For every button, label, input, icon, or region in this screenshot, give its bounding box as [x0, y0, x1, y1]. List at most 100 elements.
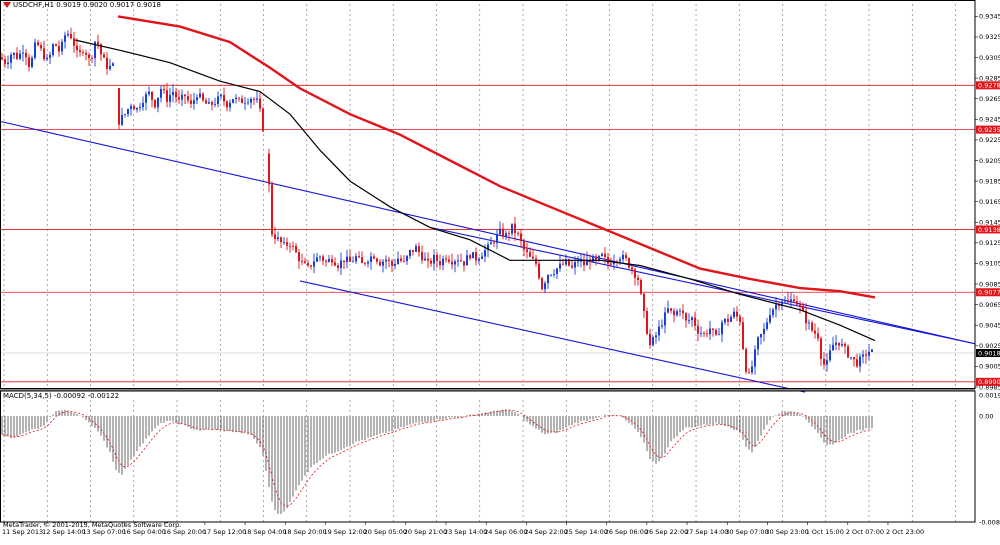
candle-body [616, 261, 618, 263]
candle-body [700, 333, 702, 335]
candle-body [376, 258, 378, 262]
candle-body [541, 278, 543, 290]
candle-body [583, 260, 585, 266]
candle-body [628, 258, 630, 268]
candle-body [607, 256, 609, 264]
candle-body [379, 261, 381, 266]
candle-body [643, 293, 645, 312]
candle-body [871, 349, 873, 352]
time-tick-label: 16 Sep 20:00 [163, 528, 206, 536]
price-tick-label: 0.9005 [979, 363, 1000, 371]
candle-body [370, 256, 372, 262]
candle-body [55, 44, 57, 46]
candle-body [220, 94, 222, 97]
candle-body [451, 261, 453, 265]
candle-body [124, 114, 126, 116]
candle-body [202, 93, 204, 101]
candle-body [856, 359, 858, 367]
candle-body [187, 96, 189, 101]
candle-body [73, 38, 75, 46]
candle-body [427, 258, 429, 261]
candle-body [382, 261, 384, 266]
macd-header: MACD(5,34,5) -0.00092 -0.00122 [3, 392, 120, 400]
candle-body [259, 98, 261, 109]
candle-body [799, 304, 801, 306]
candle-body [7, 62, 9, 64]
price-tick-label: 0.9205 [979, 157, 1000, 165]
time-tick-label: 1 Oct 15:00 [806, 528, 844, 536]
candle-body [784, 300, 786, 302]
candle-body [364, 262, 366, 264]
candle-body [466, 255, 468, 266]
candle-body [730, 317, 732, 322]
candle-body [229, 102, 231, 108]
candle-body [349, 256, 351, 262]
candle-body [421, 252, 423, 261]
candle-body [76, 45, 78, 51]
candle-body [763, 328, 765, 335]
candle-body [37, 42, 39, 46]
candle-body [619, 259, 621, 262]
price-tick-label: 0.9225 [979, 136, 1000, 144]
candle-body [673, 310, 675, 316]
candle-body [352, 261, 354, 263]
candle-body [97, 41, 99, 45]
channel-line [0, 120, 976, 345]
candle-body [46, 57, 48, 60]
candle-body [760, 334, 762, 338]
candle-body [679, 310, 681, 312]
candle-body [460, 260, 462, 262]
candle-body [592, 256, 594, 262]
candle-body [172, 91, 174, 96]
candle-body [649, 333, 651, 346]
candle-body [868, 351, 870, 356]
time-tick-label: 17 Sep 12:00 [203, 528, 246, 536]
candle-body [574, 262, 576, 268]
time-tick-label: 30 Sep 07:00 [725, 528, 768, 536]
candle-body [412, 249, 414, 252]
candle-body [490, 242, 492, 245]
candle-body [853, 357, 855, 360]
dropdown-triangle-icon[interactable] [3, 2, 11, 8]
candle-body [16, 52, 18, 59]
candle-body [622, 254, 624, 260]
candle-body [337, 265, 339, 268]
candle-body [847, 346, 849, 358]
candle-body [691, 317, 693, 321]
candle-body [484, 250, 486, 257]
price-tick-label: 0.9105 [979, 260, 1000, 268]
candle-body [316, 257, 318, 262]
macd-pane-border [0, 390, 976, 523]
price-tick-label: 0.9345 [979, 13, 1000, 21]
candle-body [610, 263, 612, 265]
candle-body [604, 253, 606, 257]
candle-body [685, 313, 687, 321]
candle-body [199, 93, 201, 98]
candle-body [22, 52, 24, 54]
candle-body [655, 335, 657, 338]
candle-body [811, 322, 813, 331]
candle-body [526, 249, 528, 253]
candle-body [661, 325, 663, 327]
candle-body [697, 325, 699, 334]
candle-body [43, 48, 45, 60]
candle-body [667, 308, 669, 313]
candle-body [169, 95, 171, 102]
candle-body [19, 53, 21, 59]
ma-slow-line [117, 15, 876, 299]
candle-body [406, 255, 408, 262]
price-tick-label: 0.9145 [979, 219, 1000, 227]
candle-body [355, 256, 357, 262]
candle-body [448, 259, 450, 262]
candle-body [829, 350, 831, 361]
candle-body [322, 256, 324, 261]
candle-body [91, 58, 93, 59]
candle-body [736, 311, 738, 317]
candle-body [13, 52, 15, 55]
price-tick-label: 0.9185 [979, 177, 1000, 185]
candle-body [844, 343, 846, 347]
time-tick-label: 24 Sep 22:00 [524, 528, 567, 536]
candle-body [523, 241, 525, 250]
